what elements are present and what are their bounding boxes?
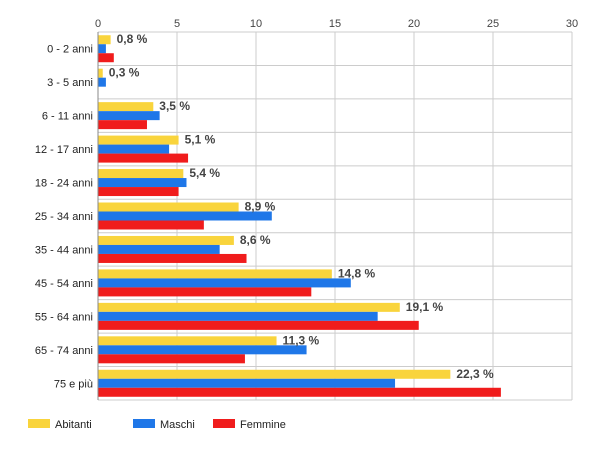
legend-swatch-abitanti xyxy=(28,419,50,428)
x-tick-label: 0 xyxy=(95,18,101,30)
bar-maschi-7 xyxy=(98,278,351,288)
data-label: 5,1 % xyxy=(185,133,216,147)
data-label: 19,1 % xyxy=(406,300,444,314)
y-category-label: 25 - 34 anni xyxy=(35,211,93,223)
bar-abitanti-3 xyxy=(98,135,179,145)
data-label: 0,3 % xyxy=(109,66,140,80)
data-label: 3,5 % xyxy=(159,99,190,113)
y-category-label: 12 - 17 anni xyxy=(35,144,93,156)
y-category-label: 75 e più xyxy=(54,378,93,390)
bar-maschi-1 xyxy=(98,77,106,87)
bar-maschi-0 xyxy=(98,44,106,54)
x-tick-label: 5 xyxy=(174,18,180,30)
data-label: 5,4 % xyxy=(189,166,220,180)
y-category-label: 65 - 74 anni xyxy=(35,345,93,357)
bar-maschi-4 xyxy=(98,178,187,188)
bar-abitanti-9 xyxy=(98,336,277,346)
legend-swatch-maschi xyxy=(133,419,155,428)
bar-maschi-9 xyxy=(98,345,307,355)
data-label: 8,9 % xyxy=(245,200,276,214)
bar-femmine-6 xyxy=(98,253,247,263)
bar-femmine-2 xyxy=(98,120,147,130)
x-tick-label: 20 xyxy=(408,18,420,30)
legend-label-maschi: Maschi xyxy=(160,419,195,431)
bar-maschi-6 xyxy=(98,244,220,254)
legend-label-abitanti: Abitanti xyxy=(55,419,92,431)
legend-swatch-femmine xyxy=(213,419,235,428)
bar-maschi-8 xyxy=(98,311,378,321)
bar-femmine-9 xyxy=(98,354,245,364)
x-tick-label: 15 xyxy=(329,18,341,30)
bar-femmine-10 xyxy=(98,387,501,397)
data-label: 22,3 % xyxy=(456,367,494,381)
bar-abitanti-7 xyxy=(98,269,332,279)
data-label: 0,8 % xyxy=(117,32,148,46)
y-category-label: 35 - 44 anni xyxy=(35,244,93,256)
y-category-label: 3 - 5 anni xyxy=(47,77,93,89)
data-label: 11,3 % xyxy=(283,333,320,347)
bar-abitanti-6 xyxy=(98,235,234,245)
bar-femmine-3 xyxy=(98,153,189,163)
bar-femmine-5 xyxy=(98,220,204,230)
bar-abitanti-0 xyxy=(98,35,111,45)
data-label: 8,6 % xyxy=(240,233,271,247)
bar-maschi-10 xyxy=(98,378,396,388)
bar-femmine-8 xyxy=(98,320,419,330)
bar-maschi-3 xyxy=(98,144,170,154)
bar-abitanti-2 xyxy=(98,102,154,112)
x-tick-label: 30 xyxy=(566,18,578,30)
bar-abitanti-4 xyxy=(98,169,184,179)
y-category-label: 55 - 64 anni xyxy=(35,311,93,323)
bar-femmine-4 xyxy=(98,187,179,197)
bar-abitanti-10 xyxy=(98,369,451,379)
x-tick-label: 25 xyxy=(487,18,499,30)
bar-abitanti-5 xyxy=(98,202,239,212)
bar-maschi-2 xyxy=(98,111,160,121)
y-category-label: 6 - 11 anni xyxy=(42,111,93,123)
data-label: 14,8 % xyxy=(338,266,376,280)
bar-abitanti-8 xyxy=(98,302,400,312)
y-category-label: 45 - 54 anni xyxy=(35,278,93,290)
bar-abitanti-1 xyxy=(98,68,103,78)
bar-maschi-5 xyxy=(98,211,272,221)
x-tick-label: 10 xyxy=(250,18,262,30)
y-category-label: 0 - 2 anni xyxy=(47,44,93,56)
bar-femmine-0 xyxy=(98,53,114,63)
bar-femmine-7 xyxy=(98,287,312,297)
y-category-label: 18 - 24 anni xyxy=(35,178,93,190)
legend-label-femmine: Femmine xyxy=(240,419,286,431)
